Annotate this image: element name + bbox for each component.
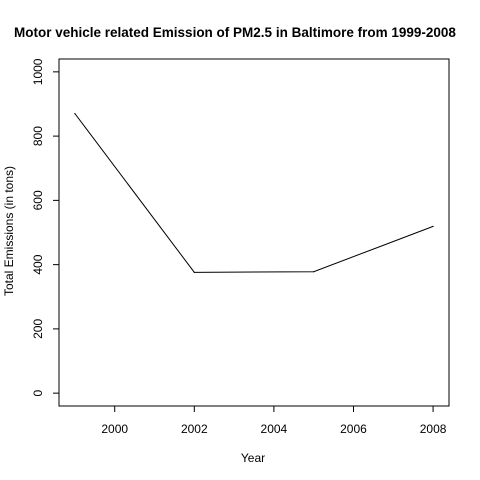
plot-frame	[58, 58, 450, 407]
y-tick-label: 0	[31, 389, 45, 396]
x-tick-label: 2004	[261, 422, 288, 436]
x-tick-label: 2006	[340, 422, 367, 436]
y-tick-label: 800	[31, 126, 45, 146]
series-line-group	[74, 113, 434, 273]
data-point-2008	[432, 225, 434, 227]
x-tick-label: 2000	[101, 422, 128, 436]
data-point-1999	[74, 113, 76, 115]
data-point-2002	[193, 271, 195, 273]
y-tick-label: 1000	[31, 58, 45, 85]
data-point-2005	[313, 271, 315, 273]
y-axis-label: Total Emissions (in tons)	[2, 166, 16, 296]
x-axis-label: Year	[241, 451, 265, 465]
y-axis-ticks: 0 200 400 600 800 1000	[31, 58, 59, 396]
chart-title: Motor vehicle related Emission of PM2.5 …	[14, 25, 456, 40]
series-line-0	[74, 113, 434, 273]
x-tick-label: 2008	[420, 422, 447, 436]
y-tick-label: 200	[31, 319, 45, 339]
y-tick-label: 600	[31, 190, 45, 210]
plot-frame-group	[58, 58, 450, 407]
x-tick-label: 2002	[181, 422, 208, 436]
x-axis-ticks: 2000 2002 2004 2006 2008	[101, 406, 447, 436]
y-tick-label: 400	[31, 254, 45, 274]
